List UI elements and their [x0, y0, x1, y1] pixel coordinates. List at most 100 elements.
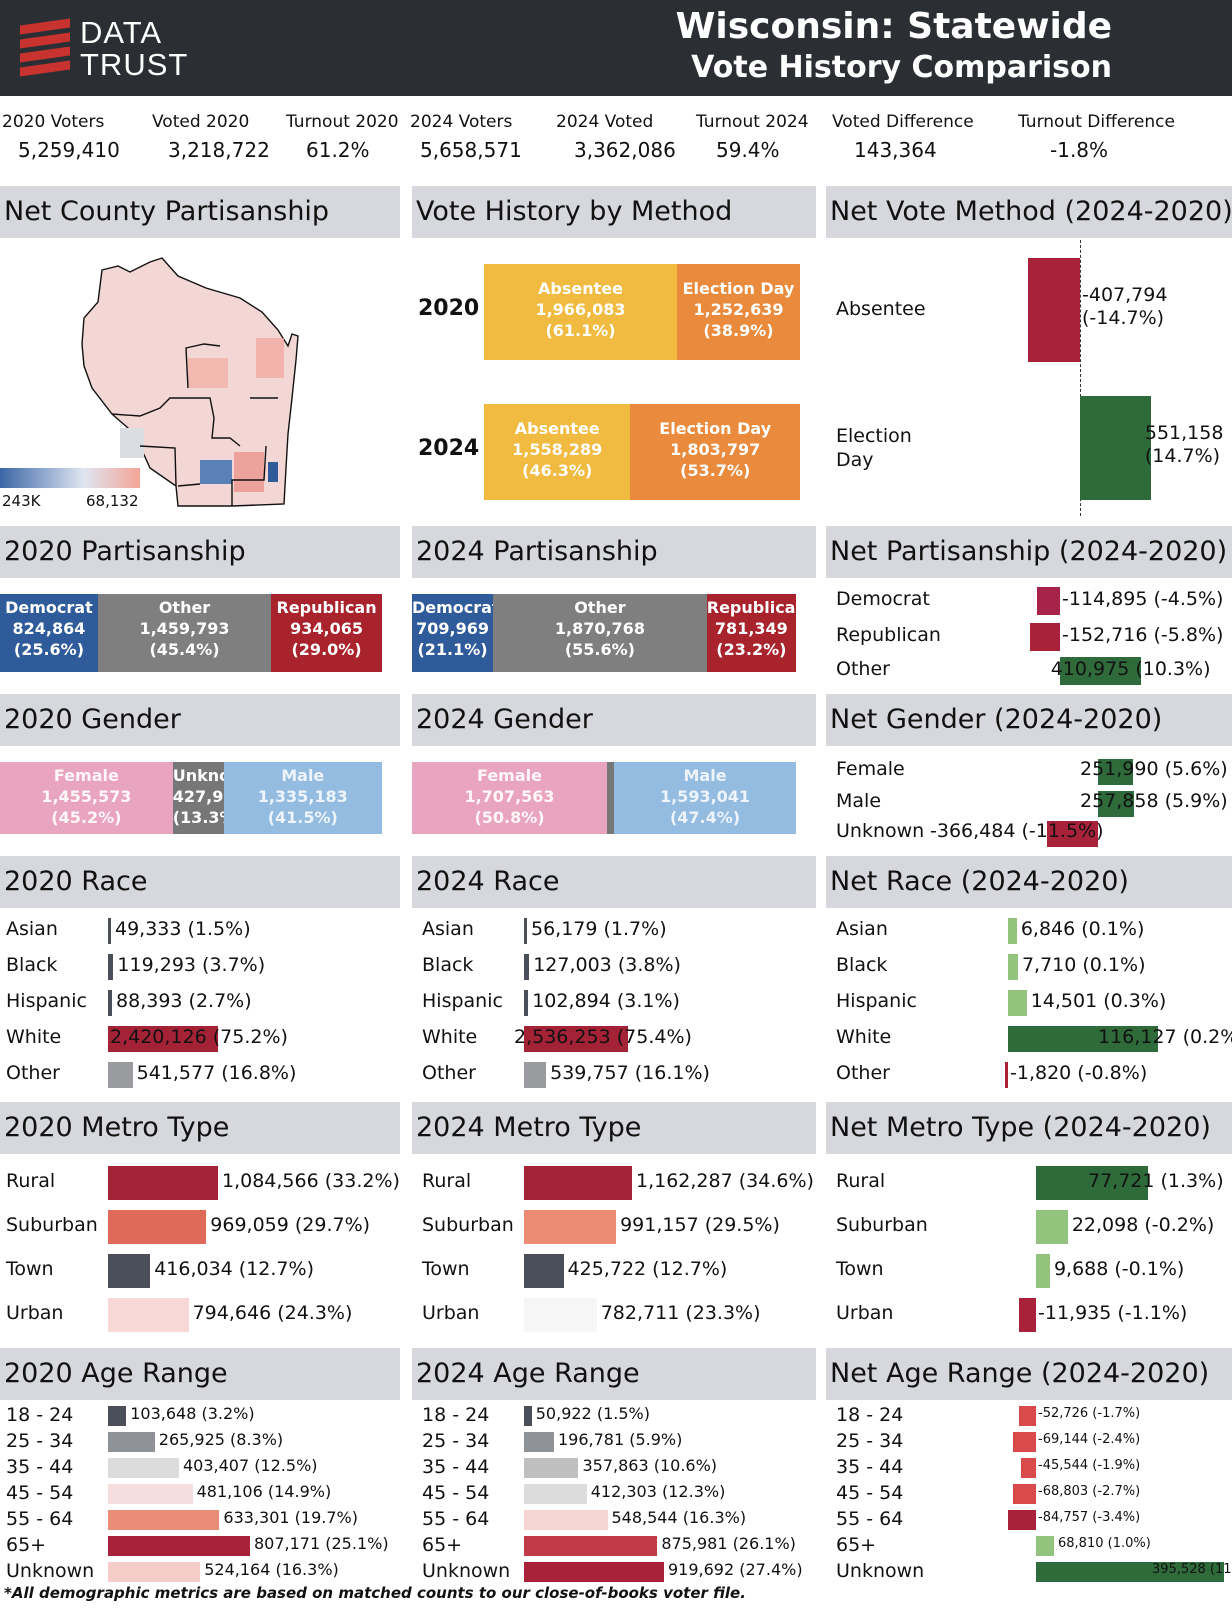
stack-p2020-seg-2: Republican 934,065 (29.0%): [271, 594, 382, 672]
hbar-value-neta-5: 68,810 (1.0%): [1058, 1536, 1151, 1551]
stack-g2020-seg-1: Unknown 427,966 (13.3%): [172, 762, 257, 834]
hbar-label-a2024-4: 55 - 64: [422, 1508, 490, 1530]
section-title-net-r: Net Race (2024-2020): [826, 856, 1232, 908]
stack-p2020-seg-text: Democrat: [5, 598, 93, 617]
stack-g2020-seg-0: Female 1,455,573 (45.2%): [0, 762, 173, 834]
net-method-bar-1: [1080, 396, 1151, 500]
stack-g2020-seg-text: Male: [281, 766, 325, 785]
hbar-a2020-0: [108, 1406, 127, 1426]
hbar-r2020-4: [108, 1062, 133, 1088]
section-title-a2020: 2020 Age Range: [0, 1348, 400, 1400]
stack-p2024-seg-text: 781,349: [714, 619, 788, 638]
hbar-label-m2020-3: Urban: [6, 1302, 64, 1324]
stack-p2024-seg-2: Republican 781,349 (23.2%): [706, 594, 807, 672]
hbar-value-r2024-4: 539,757 (16.1%): [550, 1062, 710, 1084]
stack-p2024-seg-text: Other: [574, 598, 626, 617]
stack-g2024-seg-1: [607, 762, 615, 834]
hbar-value-m2020-1: 969,059 (29.7%): [210, 1214, 371, 1236]
hbar-label-a2024-6: Unknown: [422, 1560, 511, 1582]
hbar-value-netr-4: -1,820 (-0.8%): [1010, 1062, 1148, 1084]
hbar-label-netp-2: Other: [836, 658, 890, 680]
section-title-p2024: 2024 Partisanship: [412, 526, 816, 578]
hbar-neta-0: [1018, 1406, 1036, 1426]
hbar-label-r2024-2: Hispanic: [422, 990, 503, 1012]
stack-p2024-seg-text: (55.6%): [564, 640, 635, 659]
hbar-neta-1: [1013, 1432, 1036, 1452]
hbar-netm-0: [1036, 1166, 1148, 1200]
stat-label-4: 2024 Voted: [556, 112, 654, 132]
method-seg-text: Absentee: [538, 279, 623, 298]
hbar-value-a2020-0: 103,648 (3.2%): [130, 1404, 255, 1423]
hbar-label-netr-3: White: [836, 1026, 892, 1048]
net-method-pct-1: (14.7%): [1144, 445, 1221, 467]
stack-p2024-seg-text: 709,969: [416, 619, 489, 638]
hbar-label-m2024-3: Urban: [422, 1302, 480, 1324]
stat-value-7: -1.8%: [1050, 138, 1109, 162]
hbar-value-r2024-0: 56,179 (1.7%): [531, 918, 667, 940]
hbar-label-netm-0: Rural: [836, 1170, 886, 1192]
stat-label-3: 2024 Voters: [410, 112, 513, 132]
hbar-label-netr-0: Asian: [836, 918, 888, 940]
stat-label-0: 2020 Voters: [2, 112, 105, 132]
hbar-m2020-2: [108, 1254, 151, 1288]
stack-g2024-seg-text: Male: [683, 766, 727, 785]
hbar-value-a2020-5: 807,171 (25.1%): [254, 1534, 389, 1553]
hbar-value-m2024-3: 782,711 (23.3%): [600, 1302, 761, 1324]
hbar-value-neta-4: -84,757 (-3.4%): [1038, 1510, 1141, 1525]
hbar-value-a2024-4: 548,544 (16.3%): [611, 1508, 747, 1527]
hbar-a2020-6: [108, 1562, 201, 1582]
method-seg-text: 1,803,797: [670, 440, 761, 459]
stack-g2020-seg-text: 1,335,183: [257, 787, 348, 806]
hbar-value-netp-2: 410,975 (10.3%): [1050, 658, 1211, 680]
hbar-a2024-2: [524, 1458, 579, 1478]
hbar-value-m2024-1: 991,157 (29.5%): [620, 1214, 780, 1236]
stack-g2024-seg-2: Male 1,593,041 (47.4%): [614, 762, 796, 834]
hbar-label-r2024-0: Asian: [422, 918, 474, 940]
hbar-value-netg-1: 257,858 (5.9%): [1080, 790, 1228, 812]
hbar-label-netg-1: Male: [836, 790, 882, 812]
hbar-m2020-3: [108, 1298, 189, 1332]
stack-p2020-seg-text: 824,864: [12, 619, 86, 638]
hbar-label-m2024-1: Suburban: [422, 1214, 514, 1236]
hbar-netp-2: [1060, 657, 1141, 685]
hbar-value-a2024-1: 196,781 (5.9%): [557, 1430, 683, 1449]
hbar-label-r2024-1: Black: [422, 954, 474, 976]
stat-label-1: Voted 2020: [152, 112, 250, 132]
hbar-label-r2024-3: White: [422, 1026, 478, 1048]
hbar-value-r2024-1: 127,003 (3.8%): [533, 954, 681, 976]
hbar-value-netp-1: -152,716 (-5.8%): [1062, 624, 1224, 646]
hbar-label-m2020-0: Rural: [6, 1170, 56, 1192]
stack-g2020-seg-text: Unknown: [172, 766, 257, 785]
stack-p2024-seg-text: (23.2%): [716, 640, 787, 659]
hbar-netg-2: [1046, 821, 1098, 847]
hbar-value-netr-1: 7,710 (0.1%): [1021, 954, 1146, 976]
net-method-label-absentee: Absentee: [836, 298, 926, 320]
hbar-value-netm-1: 22,098 (-0.2%): [1071, 1214, 1215, 1236]
hbar-a2024-1: [524, 1432, 554, 1452]
stack-p2020-seg-1: Other 1,459,793 (45.4%): [97, 594, 272, 672]
stat-value-5: 59.4%: [716, 138, 780, 162]
stack-p2020-seg-text: 1,459,793: [139, 619, 230, 638]
method-seg-2020-0: Absentee 1,966,083 (61.1%): [484, 264, 678, 360]
hbar-m2024-2: [524, 1254, 564, 1288]
hbar-value-netr-3: 116,127 (0.2%): [1098, 1026, 1232, 1048]
hbar-value-m2024-0: 1,162,287 (34.6%): [636, 1170, 814, 1192]
stack-g2024-seg-text: 1,707,563: [464, 787, 555, 806]
method-seg-2024-0: Absentee 1,558,289 (46.3%): [484, 404, 631, 500]
hbar-a2024-5: [524, 1536, 658, 1556]
hbar-value-netr-2: 14,501 (0.3%): [1030, 990, 1167, 1012]
method-year-2020: 2020: [418, 296, 480, 321]
hbar-label-m2024-2: Town: [422, 1258, 470, 1280]
stack-g2020-seg-text: Female: [53, 766, 119, 785]
section-title-a2024: 2024 Age Range: [412, 1348, 816, 1400]
district-lines: [111, 343, 278, 506]
hbar-value-a2020-3: 481,106 (14.9%): [196, 1482, 332, 1501]
page-subtitle: Vote History Comparison: [691, 50, 1112, 85]
section-title-map: Net County Partisanship: [0, 186, 400, 238]
stack-p2020-seg-text: (45.4%): [149, 640, 220, 659]
stack-g2024-seg-0: Female 1,707,563 (50.8%): [412, 762, 608, 834]
stack-g2020-seg-text: 1,455,573: [41, 787, 132, 806]
hbar-m2020-0: [108, 1166, 218, 1200]
hbar-netg-0: [1098, 759, 1134, 785]
section-title-p2020: 2020 Partisanship: [0, 526, 400, 578]
